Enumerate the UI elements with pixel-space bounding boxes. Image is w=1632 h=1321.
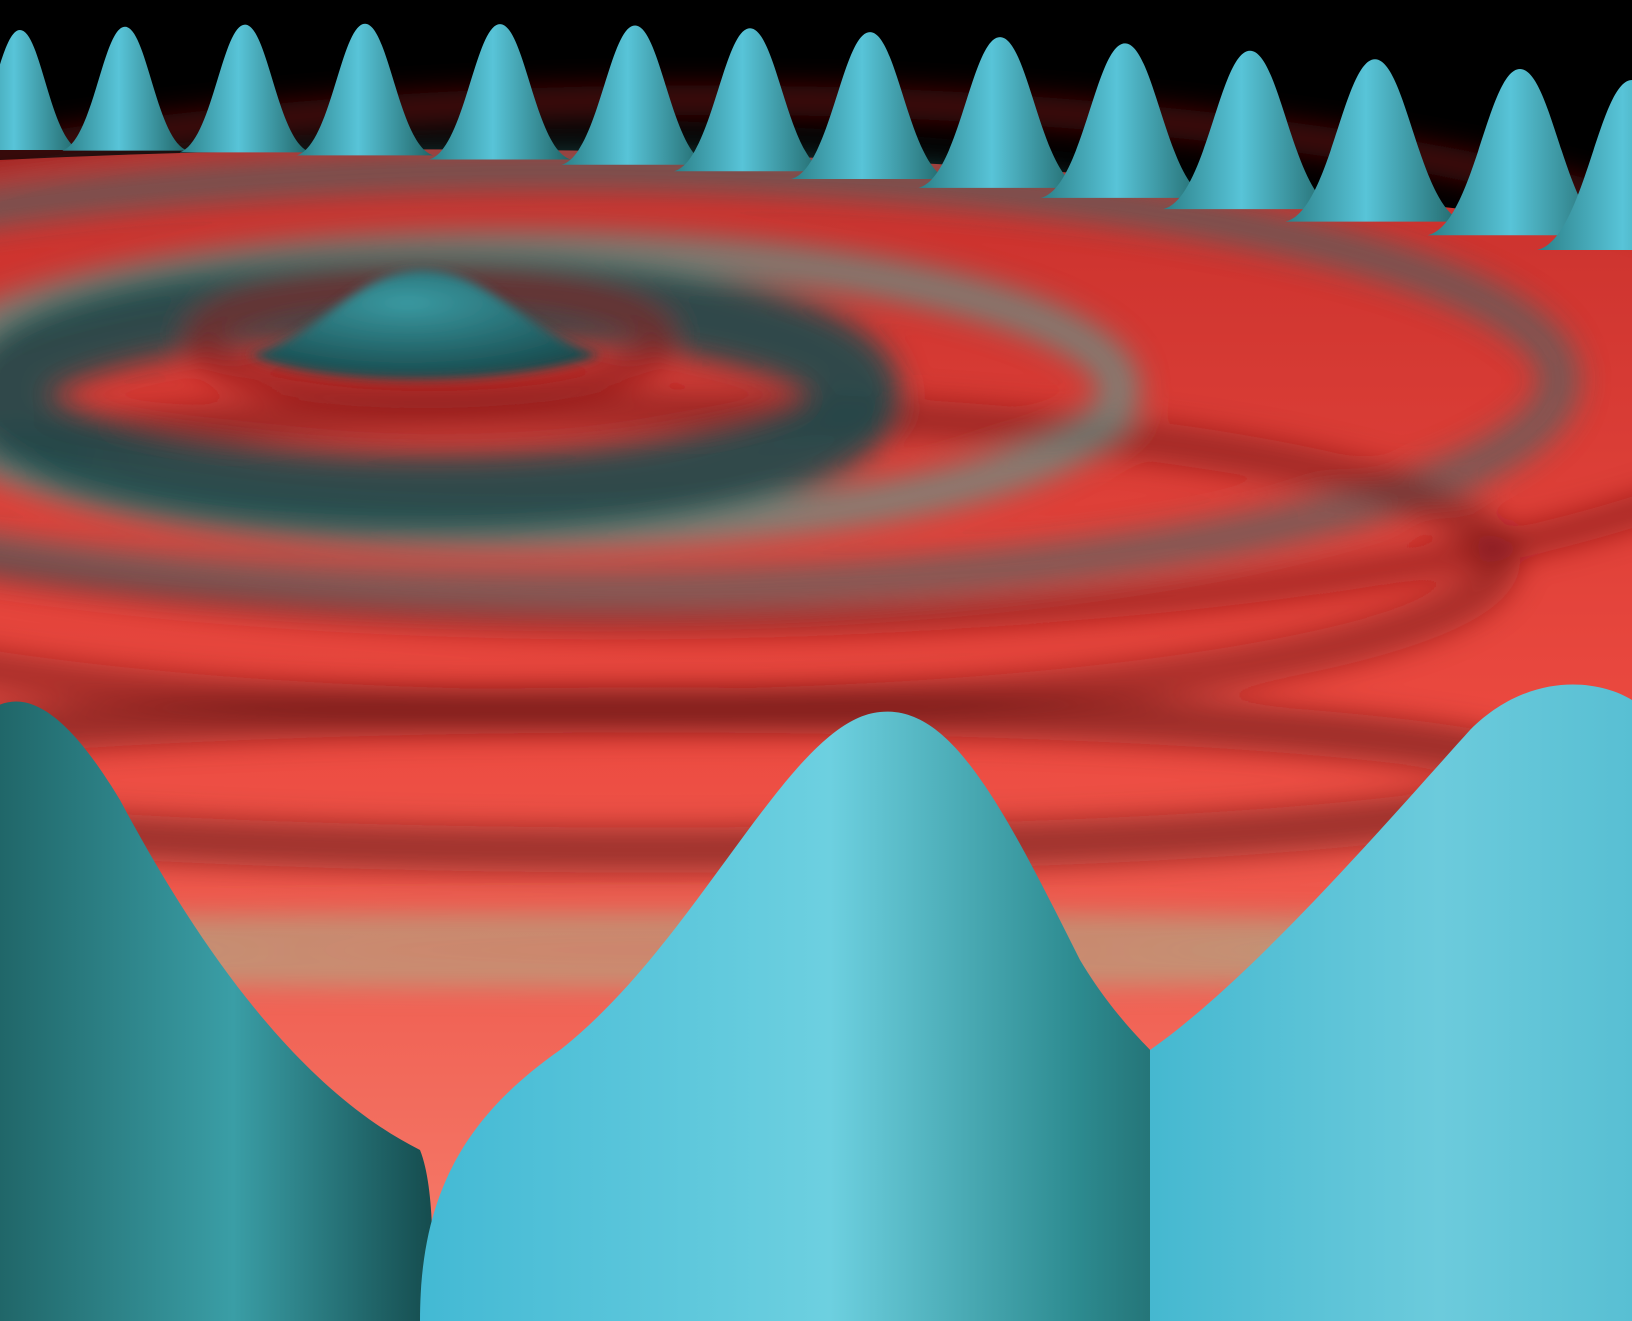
front-peak <box>0 701 433 1321</box>
back-peak <box>0 30 80 150</box>
back-peak <box>1040 43 1210 198</box>
back-peak <box>1285 59 1465 222</box>
ring <box>0 150 1580 610</box>
back-peak <box>1537 80 1632 250</box>
back-row <box>0 23 1632 250</box>
back-peak <box>179 24 311 153</box>
back-peak <box>429 24 571 160</box>
ring <box>0 85 1632 635</box>
back-peak <box>62 26 188 151</box>
back-peak <box>561 25 709 165</box>
front-peak <box>420 711 1240 1321</box>
front-peak <box>1150 684 1632 1321</box>
back-peak <box>791 32 949 179</box>
back-peak <box>296 23 434 156</box>
back-peak <box>1163 50 1337 210</box>
back-peak <box>918 37 1082 188</box>
back-peak <box>673 28 827 172</box>
back-peak <box>1427 69 1613 236</box>
center-bump <box>250 270 600 380</box>
